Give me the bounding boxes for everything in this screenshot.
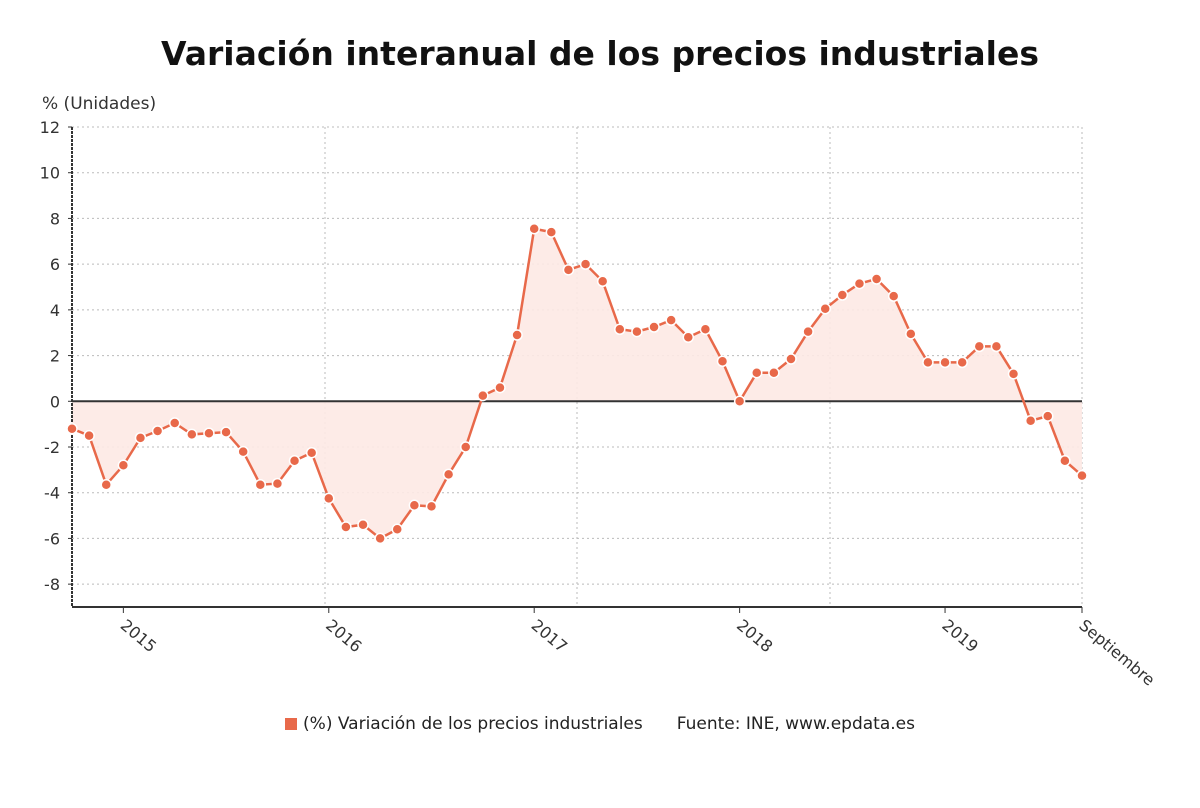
data-point: [785, 353, 797, 365]
data-point: [357, 518, 369, 531]
data-point: [939, 356, 951, 369]
x-tick-label: 2018: [733, 616, 776, 657]
data-point: [374, 532, 386, 545]
data-point: [151, 425, 164, 437]
source-text: Fuente: INE, www.epdata.es: [676, 714, 915, 734]
data-point: [1042, 410, 1054, 422]
data-point: [802, 325, 814, 338]
data-point: [716, 355, 729, 368]
y-tick-label: -8: [44, 575, 60, 594]
data-point: [254, 478, 267, 491]
data-point: [887, 290, 900, 302]
data-point: [1024, 414, 1037, 427]
data-point: [340, 521, 352, 533]
data-point: [870, 273, 883, 285]
data-point: [956, 356, 968, 369]
x-tick-label: 2016: [322, 616, 365, 657]
data-point: [494, 381, 506, 394]
data-point: [973, 340, 986, 353]
series-area: [72, 228, 1082, 539]
data-point: [922, 356, 934, 369]
data-point: [100, 478, 112, 491]
data-point: [733, 395, 746, 408]
x-tick-label: 2017: [528, 616, 571, 657]
y-tick-label: 8: [50, 209, 60, 228]
data-point: [203, 427, 215, 440]
data-point: [648, 321, 660, 333]
data-point: [562, 264, 575, 276]
y-axis-label: % (Unidades): [42, 94, 157, 114]
data-point: [596, 275, 609, 288]
data-point: [271, 477, 284, 490]
data-point: [545, 226, 558, 238]
y-tick-label: 0: [50, 392, 60, 411]
legend-swatch: [285, 718, 298, 730]
y-tick-label: 2: [50, 347, 60, 366]
data-point: [442, 468, 455, 481]
chart-title: Variación interanual de los precios indu…: [160, 34, 1040, 73]
data-point: [66, 422, 78, 435]
data-point: [990, 340, 1003, 353]
data-point: [511, 329, 523, 341]
y-tick-label: -4: [44, 484, 60, 503]
data-point: [186, 428, 198, 441]
data-point: [117, 459, 130, 472]
data-point: [1076, 469, 1088, 482]
data-point: [631, 325, 643, 338]
y-tick-label: 12: [40, 118, 60, 137]
x-tick-label: Septiembre: [1075, 616, 1158, 690]
data-point: [459, 441, 472, 453]
data-point: [288, 454, 301, 467]
data-point: [237, 445, 249, 458]
data-point: [1007, 368, 1020, 380]
data-point: [579, 258, 592, 270]
data-point: [750, 366, 763, 379]
data-point: [1059, 454, 1071, 467]
data-point: [768, 366, 780, 379]
data-point: [682, 331, 695, 344]
data-point: [323, 492, 335, 505]
y-tick-label: -6: [44, 529, 60, 548]
legend-label: (%) Variación de los precios industriale…: [303, 714, 643, 734]
data-point: [905, 328, 917, 340]
x-tick-label: 2015: [117, 616, 160, 657]
x-tick-label: 2019: [938, 616, 981, 657]
data-point: [425, 500, 438, 513]
data-point: [614, 323, 626, 336]
legend: (%) Variación de los precios industriale…: [0, 714, 1200, 734]
data-point: [699, 323, 712, 336]
y-tick-label: 6: [50, 255, 60, 274]
data-point: [853, 277, 866, 290]
y-tick-label: 4: [50, 301, 60, 320]
data-point: [408, 499, 421, 512]
data-point: [528, 222, 540, 235]
data-point: [220, 426, 232, 438]
data-point: [168, 417, 181, 429]
data-point: [819, 302, 831, 315]
data-point: [83, 429, 95, 442]
y-tick-label: -2: [44, 438, 60, 457]
data-point: [391, 523, 404, 536]
data-point: [477, 389, 489, 402]
data-point: [305, 446, 318, 459]
data-point: [836, 289, 849, 301]
data-point: [665, 314, 677, 326]
data-point: [134, 432, 147, 444]
y-tick-label: 10: [40, 164, 60, 183]
